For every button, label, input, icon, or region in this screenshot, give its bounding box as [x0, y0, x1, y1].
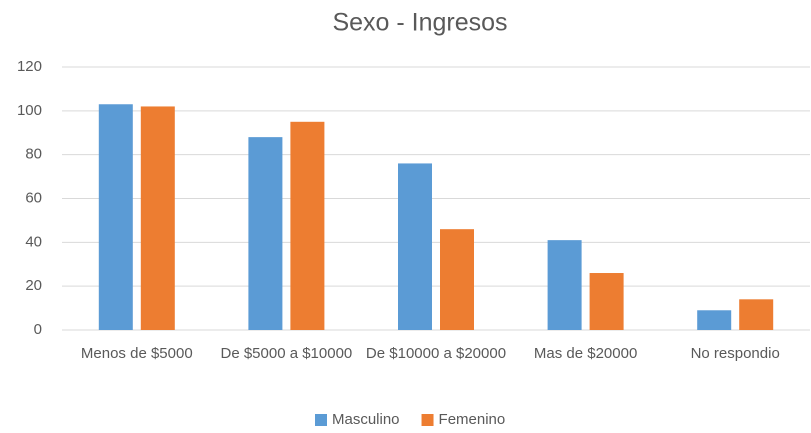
bar [140, 106, 175, 330]
bar [589, 273, 624, 330]
y-tick-label: 120 [17, 58, 42, 75]
legend-label: Masculino [332, 411, 400, 428]
legend-label: Femenino [439, 411, 506, 428]
x-tick-label: Menos de $5000 [80, 345, 193, 362]
y-tick-label: 0 [34, 321, 42, 338]
x-tick-label: Mas de $20000 [533, 345, 638, 362]
x-tick-label-box: Menos de $5000 [80, 345, 193, 362]
bar [290, 121, 325, 331]
bar [739, 299, 774, 330]
x-tick-label-box: De $10000 a $20000 [365, 345, 507, 362]
x-tick-label-box: Mas de $20000 [533, 345, 638, 362]
y-tick-label: 80 [25, 146, 42, 163]
x-tick-label: No respondio [690, 345, 780, 362]
y-tick-label: 60 [25, 189, 42, 206]
chart-title: Sexo - Ingresos [332, 9, 507, 37]
x-tick-label: De $10000 a $20000 [365, 345, 507, 362]
bar [98, 104, 133, 330]
x-tick-label-box: De $5000 a $10000 [220, 345, 353, 362]
legend-swatch [315, 414, 327, 426]
y-tick-label: 40 [25, 233, 42, 250]
y-tick-label: 100 [17, 102, 42, 119]
bar [697, 310, 732, 330]
legend-swatch [421, 414, 434, 426]
x-tick-label-box: No respondio [690, 345, 780, 362]
bar [440, 229, 474, 330]
bar [398, 163, 432, 330]
bar [547, 240, 582, 330]
x-tick-label: De $5000 a $10000 [220, 345, 353, 362]
bar [248, 137, 283, 330]
y-tick-label: 20 [25, 277, 42, 294]
